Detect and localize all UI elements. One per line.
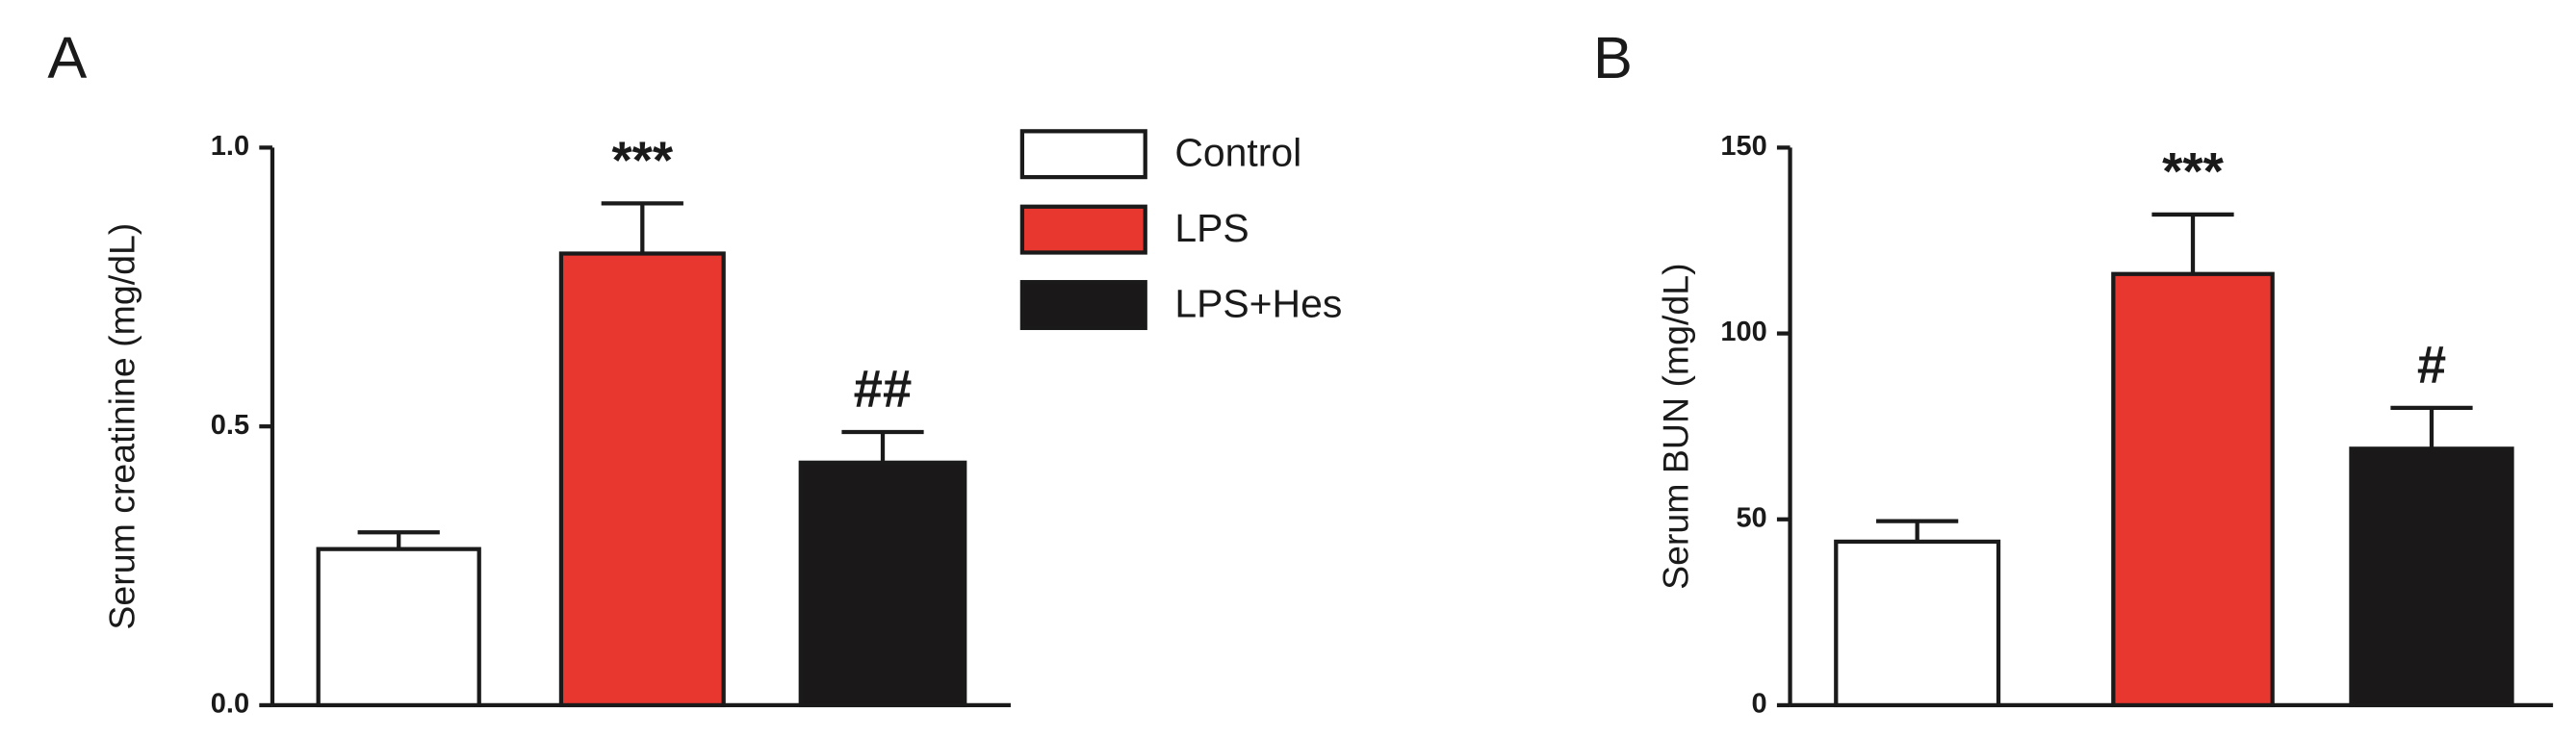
y-tick-label: 0 (1752, 689, 1767, 720)
panel-label: B (1593, 25, 1633, 91)
bar (316, 547, 481, 708)
annotation: # (2417, 335, 2446, 394)
bar (558, 251, 726, 708)
legend-swatch (1019, 129, 1147, 180)
y-tick-label: 0.0 (211, 689, 249, 720)
legend-label: Control (1174, 131, 1301, 175)
annotation: *** (611, 131, 673, 190)
y-tick-label: 50 (1736, 502, 1766, 533)
bar (798, 460, 967, 708)
annotation: *** (2162, 141, 2224, 200)
y-axis-label: Serum BUN (mg/dL) (1656, 263, 1696, 590)
y-tick-label: 100 (1720, 317, 1766, 347)
legend-label: LPS+Hes (1174, 282, 1342, 326)
panel-label: A (47, 25, 87, 91)
y-tick-label: 150 (1720, 131, 1766, 162)
bar (2349, 446, 2514, 708)
legend-label: LPS (1174, 206, 1249, 250)
bar (1834, 539, 2001, 708)
y-axis-label: Serum creatinine (mg/dL) (101, 223, 142, 630)
annotation: ## (854, 359, 913, 418)
y-tick-label: 1.0 (211, 131, 249, 162)
legend-swatch (1019, 280, 1147, 331)
bar (2111, 271, 2275, 708)
legend-swatch (1019, 204, 1147, 255)
y-tick-label: 0.5 (211, 410, 249, 441)
